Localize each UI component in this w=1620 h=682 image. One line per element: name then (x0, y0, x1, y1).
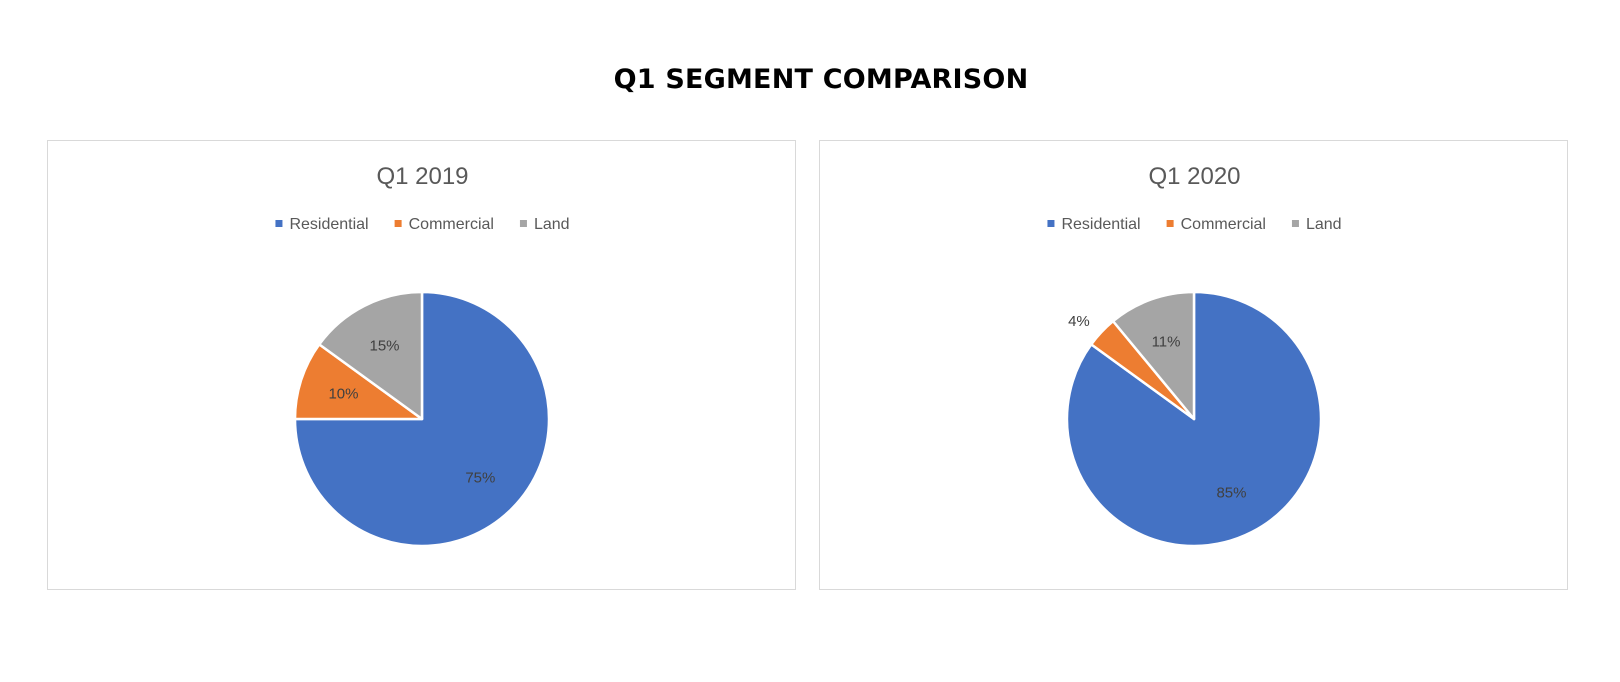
data-label-land: 11% (1152, 333, 1181, 350)
legend-swatch-residential (1047, 220, 1055, 227)
data-label-residential: 75% (465, 469, 495, 486)
legend-label-land: Land (534, 216, 570, 233)
data-label-commercial: 4% (1068, 313, 1090, 330)
legend-swatch-land (519, 220, 527, 227)
chart-panel-q1-2020: Q1 2020 Residential Commercial Land 85% 4% 11% (819, 140, 1568, 590)
legend-label-commercial: Commercial (409, 216, 494, 233)
data-label-land: 15% (370, 337, 400, 354)
data-label-commercial: 10% (328, 385, 358, 402)
legend-swatch-commercial (1166, 220, 1174, 227)
pie-chart-q1-2019: Q1 2019 Residential Commercial Land 75% 10% 15… (275, 163, 570, 548)
pie-slice-land (318, 290, 424, 421)
pie-slices-q1-2020 (1065, 290, 1323, 548)
pie-slice-commercial (293, 343, 424, 421)
pie-slice-land (1111, 290, 1196, 421)
legend-swatch-commercial (394, 220, 402, 227)
chart-title-q1-2019: Q1 2019 (376, 163, 468, 190)
pie-slices-q1-2019 (293, 290, 551, 548)
data-label-residential: 85% (1216, 485, 1246, 502)
legend-q1-2020: Residential Commercial Land (1047, 216, 1342, 233)
chart-panel-q1-2019: Q1 2019 Residential Commercial Land 75% 10% 15… (47, 140, 796, 590)
page-title: Q1 SEGMENT COMPARISON (613, 64, 1029, 95)
legend-label-land: Land (1306, 216, 1342, 233)
pie-chart-q1-2020: Q1 2020 Residential Commercial Land 85% 4% 11% (1047, 163, 1342, 548)
legend-swatch-land (1291, 220, 1299, 227)
chart-title-q1-2020: Q1 2020 (1148, 163, 1240, 190)
legend-label-residential: Residential (289, 216, 368, 233)
pie-slice-residential (293, 290, 551, 548)
legend-label-residential: Residential (1061, 216, 1140, 233)
legend-label-commercial: Commercial (1181, 216, 1266, 233)
legend-q1-2019: Residential Commercial Land (275, 216, 570, 233)
legend-swatch-residential (275, 220, 283, 227)
